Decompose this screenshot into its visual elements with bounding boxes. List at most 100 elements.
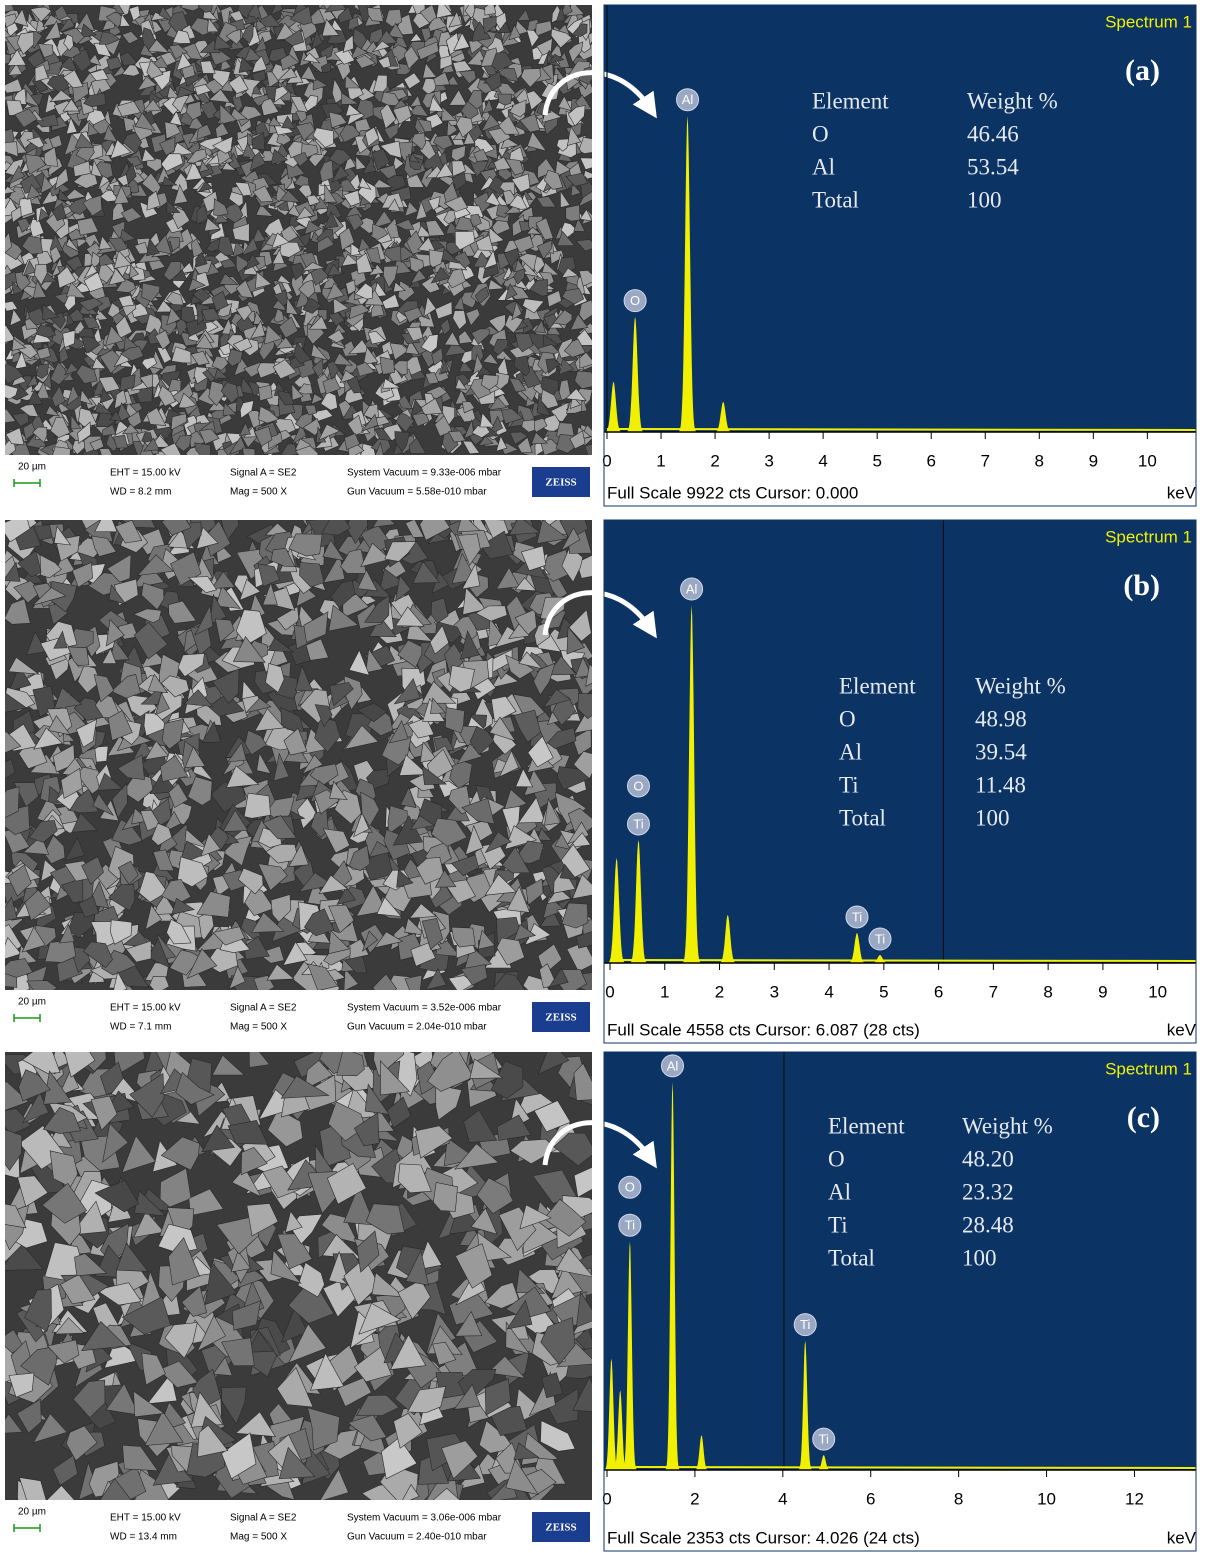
peak-label: Ti bbox=[800, 1317, 810, 1332]
table-header: Weight % bbox=[962, 1113, 1053, 1138]
table-cell: 23.32 bbox=[962, 1179, 1014, 1204]
baseline-noise bbox=[607, 1467, 1196, 1468]
x-tick-label: 2 bbox=[710, 451, 719, 470]
table-cell: 28.48 bbox=[962, 1212, 1014, 1237]
gun-vacuum: Gun Vacuum = 2.40e-010 mbar bbox=[347, 1532, 487, 1543]
mag: Mag = 500 X bbox=[230, 487, 287, 498]
table-cell: Al bbox=[839, 739, 862, 764]
x-tick-label: 7 bbox=[989, 982, 998, 1001]
x-unit: keV bbox=[1167, 1528, 1197, 1547]
wd: WD = 7.1 mm bbox=[110, 1022, 171, 1033]
sem-image bbox=[0, 0, 602, 466]
grain bbox=[244, 793, 270, 818]
table-cell: 100 bbox=[967, 187, 1002, 212]
table-cell: Total bbox=[812, 187, 859, 212]
gun-vacuum: Gun Vacuum = 2.04e-010 mbar bbox=[347, 1022, 487, 1033]
wd: WD = 13.4 mm bbox=[110, 1532, 177, 1543]
peak-label: Ti bbox=[633, 816, 643, 831]
x-tick-label: 1 bbox=[656, 451, 665, 470]
x-tick-label: 8 bbox=[954, 1489, 963, 1508]
grain bbox=[150, 976, 170, 993]
table-cell: Al bbox=[812, 154, 835, 179]
footer: Full Scale 2353 cts Cursor: 4.026 (24 ct… bbox=[607, 1528, 920, 1547]
peak-label: O bbox=[625, 1180, 635, 1195]
system-vacuum: System Vacuum = 9.33e-006 mbar bbox=[347, 468, 502, 479]
peak-label: Al bbox=[686, 581, 698, 596]
x-tick-label: 4 bbox=[778, 1489, 787, 1508]
x-tick-label: 8 bbox=[1043, 982, 1052, 1001]
x-tick-label: 5 bbox=[879, 982, 888, 1001]
system-vacuum: System Vacuum = 3.52e-006 mbar bbox=[347, 1003, 502, 1014]
figure: 20 µm EHT = 15.00 kV WD = 8.2 mm Signal A =… bbox=[0, 0, 1206, 1553]
peak-label: Ti bbox=[852, 909, 862, 924]
x-tick-label: 10 bbox=[1138, 451, 1157, 470]
signal: Signal A = SE2 bbox=[230, 1003, 297, 1014]
grain bbox=[181, 307, 195, 323]
baseline-noise bbox=[607, 429, 1196, 430]
x-tick-label: 0 bbox=[605, 982, 614, 1001]
grain bbox=[380, 357, 395, 375]
scale-label: 20 µm bbox=[18, 997, 46, 1008]
x-tick-label: 3 bbox=[764, 451, 773, 470]
table-cell: 100 bbox=[975, 805, 1010, 830]
spectrum-title: Spectrum 1 bbox=[1105, 527, 1192, 546]
baseline-noise bbox=[610, 960, 1196, 961]
logo: ZEISS bbox=[545, 1012, 576, 1024]
table-cell: 39.54 bbox=[975, 739, 1027, 764]
table-cell: 11.48 bbox=[975, 772, 1026, 797]
x-tick-label: 6 bbox=[934, 982, 943, 1001]
logo: ZEISS bbox=[545, 1522, 576, 1534]
table-header: Weight % bbox=[975, 673, 1066, 698]
scale-label: 20 µm bbox=[18, 1507, 46, 1518]
x-tick-label: 4 bbox=[824, 982, 833, 1001]
x-tick-label: 2 bbox=[715, 982, 724, 1001]
spectrum-title: Spectrum 1 bbox=[1105, 1059, 1192, 1078]
logo: ZEISS bbox=[545, 477, 576, 489]
peak-label: Ti bbox=[625, 1218, 635, 1233]
system-vacuum: System Vacuum = 3.06e-006 mbar bbox=[347, 1513, 502, 1524]
scale-bar bbox=[14, 1524, 40, 1532]
table-cell: O bbox=[828, 1146, 845, 1171]
grain bbox=[242, 448, 255, 460]
peak-label: Al bbox=[667, 1058, 679, 1073]
x-tick-label: 4 bbox=[818, 451, 827, 470]
panel-label: (b) bbox=[1123, 569, 1160, 602]
x-tick-label: 7 bbox=[981, 451, 990, 470]
wd: WD = 8.2 mm bbox=[110, 487, 171, 498]
table-cell: 100 bbox=[962, 1245, 997, 1270]
x-tick-label: 10 bbox=[1037, 1489, 1056, 1508]
signal: Signal A = SE2 bbox=[230, 1513, 297, 1524]
table-header: Element bbox=[812, 88, 889, 113]
x-tick-label: 3 bbox=[770, 982, 779, 1001]
table-cell: Al bbox=[828, 1179, 851, 1204]
grain bbox=[485, 2, 496, 16]
signal: Signal A = SE2 bbox=[230, 468, 297, 479]
table-cell: 46.46 bbox=[967, 121, 1019, 146]
scale-bar bbox=[14, 1014, 40, 1022]
table-cell: Ti bbox=[839, 772, 859, 797]
table-cell: Total bbox=[828, 1245, 875, 1270]
mag: Mag = 500 X bbox=[230, 1022, 287, 1033]
x-tick-label: 6 bbox=[926, 451, 935, 470]
x-tick-label: 9 bbox=[1089, 451, 1098, 470]
table-header: Weight % bbox=[967, 88, 1058, 113]
x-tick-label: 2 bbox=[690, 1489, 699, 1508]
x-tick-label: 6 bbox=[866, 1489, 875, 1508]
grain bbox=[195, 443, 211, 460]
panel-label: (c) bbox=[1127, 1101, 1160, 1134]
x-tick-label: 1 bbox=[660, 982, 669, 1001]
eht: EHT = 15.00 kV bbox=[110, 1513, 181, 1524]
grain bbox=[566, 205, 580, 221]
peak-label: O bbox=[633, 778, 643, 793]
grain bbox=[373, 512, 396, 527]
x-tick-label: 10 bbox=[1148, 982, 1167, 1001]
x-tick-label: 12 bbox=[1125, 1489, 1144, 1508]
mag: Mag = 500 X bbox=[230, 1532, 287, 1543]
grain bbox=[585, 444, 600, 462]
table-cell: Ti bbox=[828, 1212, 848, 1237]
x-tick-label: 8 bbox=[1035, 451, 1044, 470]
x-tick-label: 5 bbox=[872, 451, 881, 470]
table-cell: Total bbox=[839, 805, 886, 830]
spectrum-plot bbox=[604, 5, 1196, 432]
eht: EHT = 15.00 kV bbox=[110, 468, 181, 479]
